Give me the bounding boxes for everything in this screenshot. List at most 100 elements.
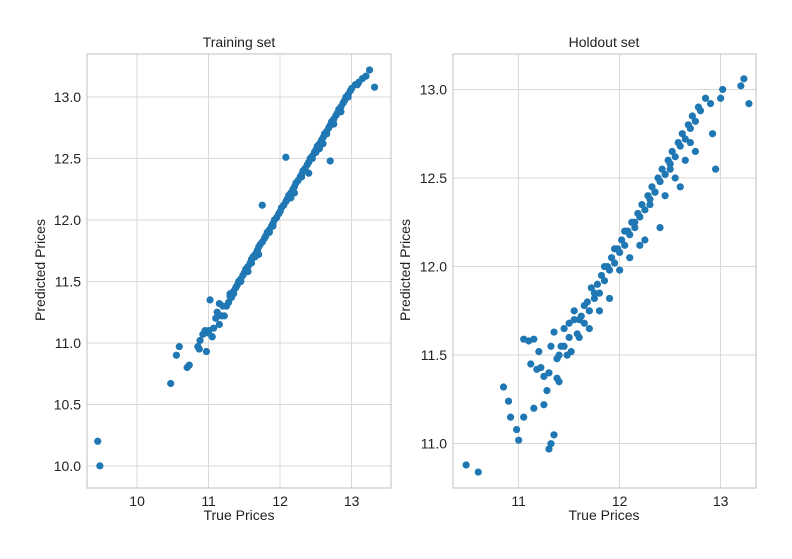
data-point bbox=[308, 154, 316, 163]
data-point bbox=[611, 259, 619, 267]
data-point bbox=[543, 386, 551, 395]
data-point bbox=[580, 319, 588, 327]
data-point bbox=[567, 348, 575, 356]
data-point bbox=[269, 222, 277, 230]
data-point bbox=[621, 227, 629, 235]
data-point bbox=[666, 165, 674, 173]
data-point bbox=[605, 294, 614, 303]
data-point bbox=[597, 271, 606, 280]
data-point bbox=[666, 160, 674, 168]
data-point bbox=[550, 328, 558, 336]
data-point bbox=[575, 333, 583, 342]
data-point bbox=[515, 436, 523, 444]
chart-title: Training set bbox=[203, 34, 276, 50]
data-point bbox=[553, 374, 561, 382]
x-tick-label: 13 bbox=[713, 493, 729, 509]
data-point bbox=[658, 165, 666, 173]
data-point bbox=[646, 195, 654, 203]
data-points bbox=[94, 66, 379, 470]
data-point bbox=[616, 266, 624, 274]
data-point bbox=[668, 147, 676, 156]
data-point bbox=[611, 245, 619, 253]
data-point bbox=[474, 468, 482, 476]
data-point bbox=[362, 72, 370, 80]
x-axis-label: True Prices bbox=[203, 507, 274, 523]
data-point bbox=[646, 200, 654, 209]
y-tick-label: 12.5 bbox=[420, 170, 447, 186]
data-point bbox=[600, 277, 609, 285]
data-point bbox=[740, 75, 748, 83]
data-point bbox=[593, 280, 602, 288]
data-point bbox=[230, 290, 238, 298]
data-point bbox=[621, 241, 629, 249]
plot-frame bbox=[452, 53, 757, 489]
y-tick-label: 11.5 bbox=[55, 273, 81, 289]
data-point bbox=[631, 224, 639, 232]
data-point bbox=[297, 173, 306, 181]
data-point bbox=[202, 347, 211, 356]
y-tick-label: 12.0 bbox=[54, 212, 81, 228]
data-point bbox=[196, 336, 204, 345]
y-tick-label: 10.0 bbox=[54, 458, 81, 474]
data-point bbox=[212, 314, 220, 322]
y-axis-label: Predicted Prices bbox=[397, 219, 413, 321]
data-point bbox=[656, 177, 664, 186]
data-point bbox=[691, 117, 700, 125]
y-axis-label: Predicted Prices bbox=[32, 219, 48, 321]
y-tick-label: 10.5 bbox=[54, 396, 81, 412]
data-point bbox=[547, 440, 555, 448]
data-point bbox=[590, 289, 599, 297]
data-point bbox=[535, 348, 543, 356]
data-point bbox=[537, 363, 545, 372]
data-point bbox=[719, 85, 727, 94]
data-point bbox=[745, 100, 753, 108]
data-point bbox=[265, 228, 273, 236]
gridlines bbox=[86, 53, 392, 489]
data-point bbox=[717, 94, 725, 102]
data-point bbox=[205, 327, 213, 335]
y-tick-label: 13.0 bbox=[54, 89, 81, 105]
data-point bbox=[220, 312, 228, 320]
data-point bbox=[681, 156, 689, 164]
data-point bbox=[691, 147, 700, 156]
data-point bbox=[696, 107, 705, 115]
data-point bbox=[499, 383, 508, 391]
data-points bbox=[462, 75, 753, 476]
y-tick-label: 12.0 bbox=[420, 259, 447, 275]
data-point bbox=[195, 345, 203, 353]
data-point bbox=[686, 124, 694, 132]
data-point bbox=[678, 130, 686, 138]
data-point bbox=[708, 130, 717, 138]
data-point bbox=[580, 301, 588, 310]
data-point bbox=[570, 316, 578, 324]
data-point bbox=[686, 138, 694, 147]
data-point bbox=[540, 401, 548, 409]
data-point bbox=[676, 142, 684, 150]
x-tick-label: 11 bbox=[201, 493, 216, 509]
x-tick-label: 11 bbox=[511, 493, 526, 509]
data-point bbox=[530, 404, 538, 412]
data-point bbox=[605, 266, 614, 274]
data-point bbox=[513, 425, 521, 434]
chart-training-set: Training set True Prices Predicted Price… bbox=[32, 34, 392, 523]
data-point bbox=[595, 289, 604, 297]
data-point bbox=[587, 284, 595, 292]
tick-labels: 10 11 12 13 10.0 10.5 11.0 11.5 12.0 12.5 13.0 bbox=[54, 89, 360, 509]
data-point bbox=[520, 413, 528, 421]
data-point bbox=[206, 296, 214, 304]
data-point bbox=[506, 413, 515, 421]
data-point bbox=[590, 294, 599, 303]
data-point bbox=[545, 369, 553, 377]
data-point bbox=[648, 183, 656, 191]
data-point bbox=[656, 224, 664, 232]
data-point bbox=[175, 343, 183, 351]
y-tick-label: 13.0 bbox=[420, 81, 447, 97]
chart-title: Holdout set bbox=[569, 34, 640, 50]
data-point bbox=[570, 307, 578, 315]
data-point bbox=[600, 262, 609, 271]
data-point bbox=[631, 218, 639, 226]
y-tick-label: 11.5 bbox=[421, 347, 447, 363]
x-tick-label: 10 bbox=[129, 493, 145, 509]
data-point bbox=[706, 100, 715, 108]
data-point bbox=[651, 188, 659, 196]
